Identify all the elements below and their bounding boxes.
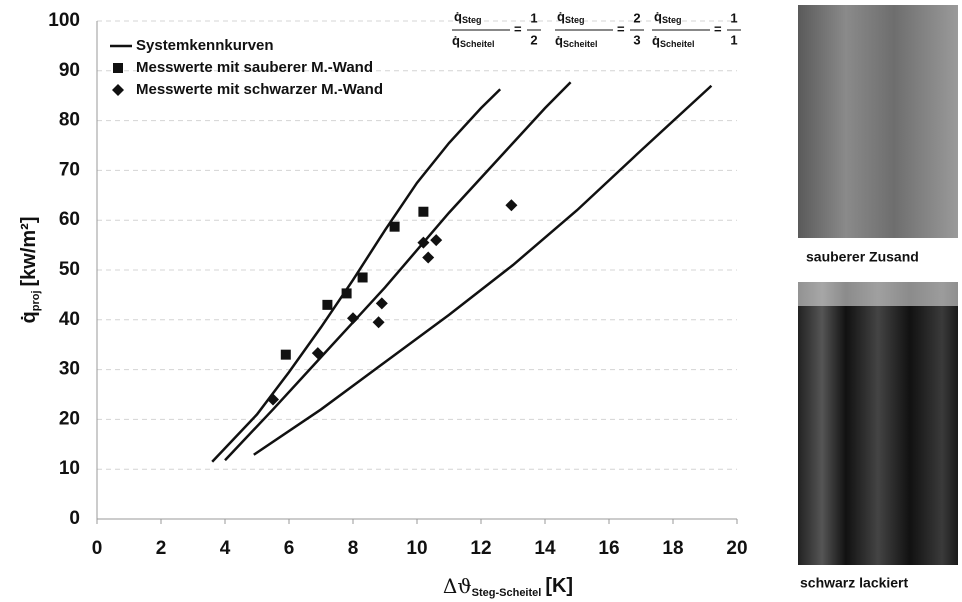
y-axis-label: q̇proj [kw/m²] bbox=[18, 217, 42, 324]
y-tick-label: 90 bbox=[59, 60, 80, 81]
photo-caption: schwarz lackiert bbox=[800, 575, 909, 591]
x-label-unit: [K] bbox=[545, 575, 573, 597]
x-tick-label: 20 bbox=[726, 538, 747, 559]
y-tick-label: 100 bbox=[48, 10, 80, 31]
y-tick-label: 20 bbox=[59, 408, 80, 429]
curve-label-rnum: 2 bbox=[633, 10, 640, 25]
marker-diamond bbox=[505, 199, 518, 212]
legend-label: Systemkennkurven bbox=[136, 37, 274, 54]
photo-clean bbox=[798, 5, 958, 238]
sym: q̇ bbox=[452, 33, 460, 48]
marker-square bbox=[280, 349, 291, 360]
marker-diamond bbox=[422, 251, 435, 264]
curve-label-num: q̇Steg bbox=[557, 9, 584, 25]
system-curve bbox=[211, 88, 502, 463]
sym: q̇ bbox=[557, 9, 565, 24]
marker-diamond bbox=[112, 84, 124, 96]
x-tick-label: 2 bbox=[156, 538, 167, 559]
marker-square bbox=[341, 288, 352, 299]
system-curve bbox=[224, 81, 572, 462]
curve-label-rden: 3 bbox=[633, 32, 640, 47]
curve-label-eq: = bbox=[714, 21, 722, 36]
marker-diamond bbox=[430, 234, 443, 247]
sub: Scheitel bbox=[563, 39, 598, 49]
curve-label-den: q̇Scheitel bbox=[652, 33, 694, 49]
curve-label-rnum: 1 bbox=[530, 10, 537, 25]
x-axis-label: ΔϑSteg-Scheitel [K] bbox=[443, 574, 573, 599]
x-tick-label: 6 bbox=[284, 538, 295, 559]
marker-diamond bbox=[417, 236, 430, 249]
sym: q̇ bbox=[555, 33, 563, 48]
legend-label: Messwerte mit sauberer M.-Wand bbox=[136, 59, 373, 76]
curve-label-eq: = bbox=[514, 21, 522, 36]
marker-diamond bbox=[311, 347, 324, 360]
y-label-sub: proj bbox=[30, 291, 42, 312]
x-tick-label: 8 bbox=[348, 538, 359, 559]
x-label-sub: Steg-Scheitel bbox=[472, 587, 542, 599]
curve-label-rden: 2 bbox=[530, 32, 537, 47]
marker-square bbox=[113, 63, 123, 73]
photo-black bbox=[798, 282, 958, 565]
y-tick-label: 10 bbox=[59, 458, 80, 479]
x-tick-label: 18 bbox=[662, 538, 683, 559]
curve-label-rden: 1 bbox=[730, 32, 737, 47]
marker-square bbox=[418, 206, 429, 217]
y-tick-label: 40 bbox=[59, 309, 80, 330]
sub: Scheitel bbox=[660, 39, 695, 49]
x-tick-label: 10 bbox=[406, 538, 427, 559]
y-tick-label: 70 bbox=[59, 159, 80, 180]
sub: Steg bbox=[662, 15, 682, 25]
x-tick-label: 16 bbox=[598, 538, 619, 559]
photo-black-top bbox=[798, 282, 958, 306]
photo-caption: sauberer Zusand bbox=[806, 249, 919, 265]
sub: Scheitel bbox=[460, 39, 495, 49]
x-tick-label: 4 bbox=[220, 538, 231, 559]
sub: Steg bbox=[565, 15, 585, 25]
x-tick-label: 0 bbox=[92, 538, 103, 559]
sub: Steg bbox=[462, 15, 482, 25]
y-tick-label: 0 bbox=[69, 508, 80, 529]
sym: q̇ bbox=[652, 33, 660, 48]
y-tick-label: 80 bbox=[59, 110, 80, 131]
marker-diamond bbox=[267, 393, 279, 406]
legend-label: Messwerte mit schwarzer M.-Wand bbox=[136, 81, 383, 98]
sym: q̇ bbox=[454, 9, 462, 24]
curve-label-den: q̇Scheitel bbox=[452, 33, 494, 49]
x-tick-label: 12 bbox=[470, 538, 491, 559]
marker-square bbox=[357, 272, 368, 283]
curve-label-den: q̇Scheitel bbox=[555, 33, 597, 49]
marker-diamond bbox=[347, 312, 359, 325]
marker-diamond bbox=[372, 316, 385, 329]
curve-label-eq: = bbox=[617, 21, 625, 36]
marker-square bbox=[322, 299, 333, 310]
y-tick-label: 30 bbox=[59, 359, 80, 380]
curve-label-rnum: 1 bbox=[730, 10, 737, 25]
marker-diamond bbox=[375, 297, 388, 310]
system-curve bbox=[253, 84, 713, 456]
y-tick-label: 50 bbox=[59, 259, 80, 280]
marker-square bbox=[389, 221, 400, 232]
curve-label-num: q̇Steg bbox=[654, 9, 681, 25]
sym: q̇ bbox=[654, 9, 662, 24]
x-label-symbol: Δϑ bbox=[443, 574, 472, 598]
y-tick-label: 60 bbox=[59, 209, 80, 230]
y-label-unit: [kw/m²] bbox=[18, 217, 40, 287]
curve-label-num: q̇Steg bbox=[454, 9, 481, 25]
y-label-symbol: q̇ bbox=[18, 311, 40, 323]
x-tick-label: 14 bbox=[534, 538, 556, 559]
